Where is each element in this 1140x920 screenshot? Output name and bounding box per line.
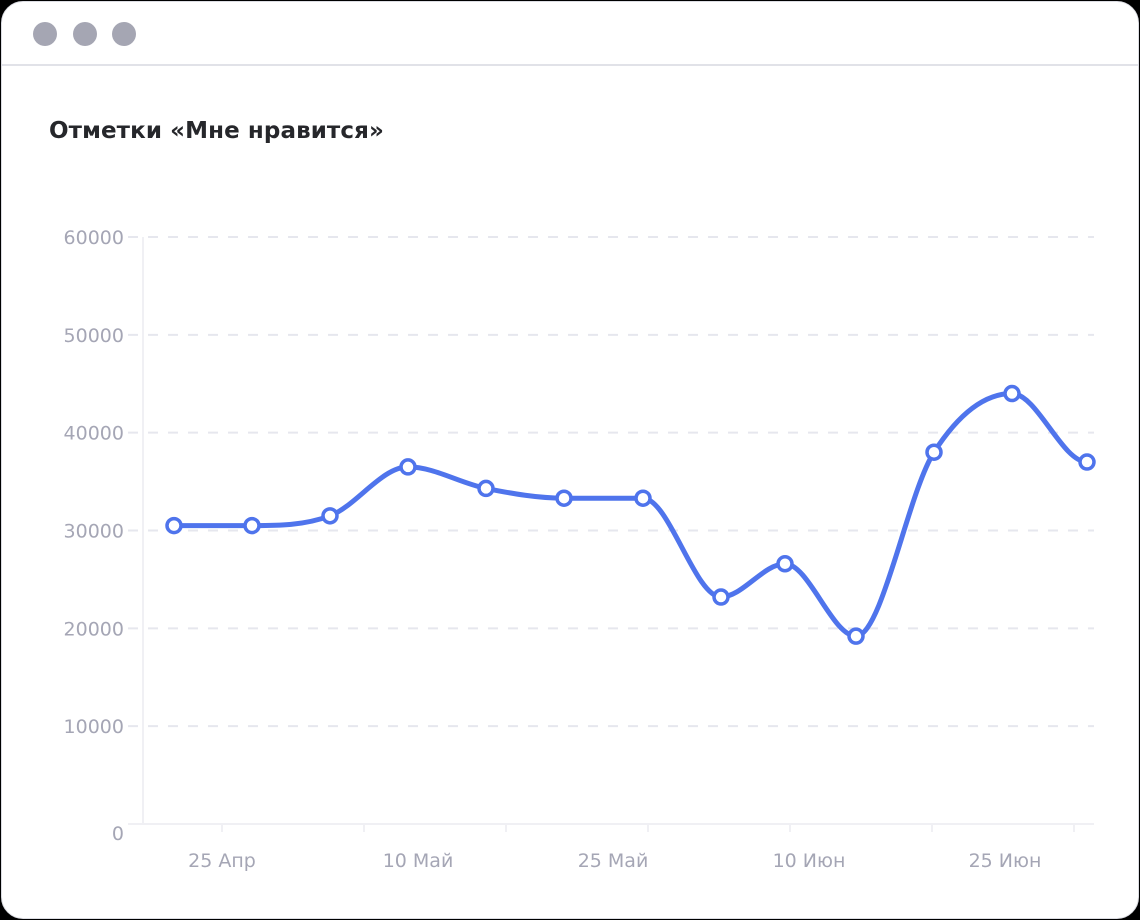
x-tick-label: 10 Май bbox=[383, 850, 454, 872]
y-tick-label: 30000 bbox=[64, 521, 124, 543]
data-point-marker bbox=[634, 489, 652, 507]
window-titlebar bbox=[2, 2, 1138, 66]
y-tick-label: 60000 bbox=[64, 227, 124, 249]
data-point-marker bbox=[776, 555, 794, 573]
data-point-marker bbox=[925, 443, 943, 461]
window-dot-3[interactable] bbox=[112, 22, 136, 46]
data-point-marker bbox=[477, 479, 495, 498]
window-dot-2[interactable] bbox=[73, 22, 97, 46]
data-point-marker bbox=[847, 627, 865, 645]
data-point-marker bbox=[1003, 384, 1021, 403]
x-tick-label: 25 Апр bbox=[188, 850, 256, 872]
y-tick-label: 10000 bbox=[64, 716, 124, 738]
data-point-marker bbox=[555, 489, 573, 507]
data-point-marker bbox=[243, 516, 261, 535]
y-tick-label: 20000 bbox=[64, 618, 124, 640]
y-tick-label: 0 bbox=[112, 823, 124, 845]
window-dot-1[interactable] bbox=[33, 22, 57, 46]
data-point-marker bbox=[399, 458, 417, 476]
data-point-marker bbox=[321, 507, 339, 525]
data-point-marker bbox=[712, 588, 730, 606]
y-tick-label: 40000 bbox=[64, 423, 124, 445]
x-tick-label: 10 Июн bbox=[773, 850, 846, 872]
data-point-marker bbox=[165, 516, 183, 535]
x-tick-label: 25 Май bbox=[578, 850, 649, 872]
likes-series-line bbox=[171, 391, 1090, 639]
chart-title: Отметки «Мне нравится» bbox=[49, 118, 384, 144]
data-point-marker bbox=[1078, 453, 1096, 471]
y-tick-label: 50000 bbox=[64, 325, 124, 347]
x-tick-label: 25 Июн bbox=[969, 850, 1042, 872]
